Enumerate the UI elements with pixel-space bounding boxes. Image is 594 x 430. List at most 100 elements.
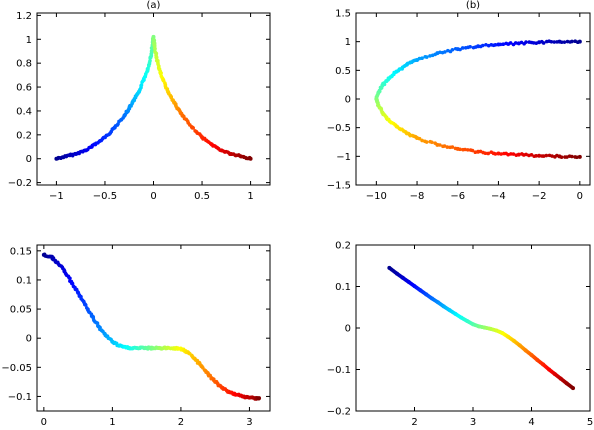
x-tick-label: −4: [491, 191, 506, 202]
data-point-interp: [450, 145, 455, 149]
data-point-interp: [470, 148, 475, 153]
data-point: [248, 156, 253, 161]
data-point-interp: [83, 303, 88, 307]
data-point-interp: [420, 56, 424, 60]
y-tick-label: −0.5: [327, 123, 351, 134]
x-tick-label: −6: [450, 191, 465, 202]
data-point-interp: [555, 40, 559, 44]
data-point-interp: [511, 42, 516, 47]
data-point-interp: [424, 140, 429, 144]
y-tick-label: 0.6: [16, 83, 32, 94]
data-point-interp: [463, 147, 467, 152]
data-point-interp: [486, 151, 491, 156]
y-tick-label: −0.05: [1, 363, 32, 374]
data-point-interp: [471, 45, 476, 50]
data-point-interp: [484, 42, 488, 47]
data-point-interp: [430, 53, 435, 58]
panel-c: 0 1 2 3 −0.1 −0.05 0 0.05 0.1 0.15: [1, 244, 271, 428]
y-tick-label: 0.8: [16, 59, 32, 70]
x-tick-label: −8: [410, 191, 425, 202]
data-point: [537, 153, 542, 158]
data-point-interp: [522, 41, 526, 46]
x-tick-label: 1: [247, 191, 253, 202]
x-tick-label: −1: [49, 191, 64, 202]
panel-b: −10 −8 −6 −4 −2 0 −1.5 −1 −0.5 0 0.5 1 1.5 (b): [327, 0, 591, 202]
data-point: [537, 40, 542, 45]
data-point: [577, 154, 582, 159]
x-tick-label: 4: [528, 417, 534, 428]
data-point-interp: [501, 42, 506, 47]
y-tick-label: −0.1: [327, 365, 351, 376]
panel-title: (a): [147, 0, 161, 11]
data-point-interp: [68, 276, 72, 281]
data-point: [496, 151, 501, 156]
data-point-interp: [139, 83, 144, 87]
x-tick-label: 1: [109, 417, 115, 428]
y-tick-label: 1: [345, 37, 351, 48]
data-point-interp: [499, 152, 503, 156]
data-points: [374, 39, 582, 160]
axes-frame: [355, 12, 591, 186]
data-point-interp: [453, 46, 458, 51]
data-point-interp: [423, 54, 428, 59]
data-points: [387, 265, 576, 391]
data-point-interp: [438, 143, 442, 147]
data-point-interp: [511, 152, 516, 156]
x-tick-label: 0.5: [194, 191, 210, 202]
y-tick-label: 0.5: [335, 66, 351, 77]
y-tick-label: 0: [345, 95, 351, 106]
data-points: [41, 252, 262, 401]
y-tick-label: 0.1: [16, 275, 32, 286]
data-point-interp: [527, 40, 532, 44]
y-tick-label: −1.5: [327, 181, 351, 192]
data-point-interp: [463, 45, 468, 50]
data-point-interp: [430, 140, 434, 145]
data-point-interp: [446, 48, 450, 53]
panel-title: (b): [466, 0, 480, 11]
y-tick-label: 0: [345, 324, 351, 335]
x-tick-label: 3: [470, 417, 476, 428]
data-point-interp: [465, 148, 470, 152]
data-point: [496, 42, 501, 47]
panel-a: −1 −0.5 0 0.5 1 −0.2 0 0.2 0.4 0.6 0.8 1 1.2 (a): [8, 0, 271, 202]
data-point-interp: [575, 155, 579, 160]
y-tick-label: 0.05: [10, 305, 32, 316]
data-point-interp: [565, 39, 570, 44]
x-tick-label: −2: [532, 191, 547, 202]
y-tick-label: 0.1: [335, 282, 351, 293]
data-point-interp: [458, 147, 462, 152]
data-point-interp: [573, 39, 578, 43]
panel-d: 2 3 4 5 −0.2 −0.1 0 0.1 0.2: [327, 241, 593, 429]
y-tick-label: 0.15: [10, 246, 32, 257]
data-point-interp: [442, 144, 447, 148]
data-point-interp: [417, 136, 422, 141]
x-tick-label: 2: [411, 417, 417, 428]
data-points: [54, 34, 253, 161]
y-tick-label: 0: [26, 154, 32, 165]
data-point-interp: [191, 126, 195, 130]
data-point-interp: [552, 40, 557, 44]
x-tick-label: −10: [366, 191, 387, 202]
y-tick-label: 1.2: [16, 11, 32, 22]
data-point-interp: [460, 46, 465, 50]
data-point-interp: [544, 153, 549, 158]
data-point: [257, 396, 262, 401]
x-tick-label: 0: [150, 191, 156, 202]
data-point-interp: [493, 152, 498, 156]
y-tick-label: −0.1: [8, 392, 32, 403]
data-point: [571, 386, 576, 391]
data-point-interp: [420, 138, 424, 143]
data-point-interp: [534, 154, 538, 158]
data-point-interp: [570, 154, 574, 159]
data-point-interp: [95, 321, 100, 326]
y-tick-label: 0.2: [16, 130, 32, 141]
data-point-interp: [486, 43, 491, 48]
x-tick-label: 5: [587, 417, 593, 428]
data-point-interp: [529, 152, 534, 157]
data-point-interp: [550, 154, 554, 158]
y-tick-label: −1: [336, 152, 351, 163]
data-point-interp: [562, 40, 567, 44]
data-point-interp: [154, 56, 159, 60]
x-tick-label: −0.5: [93, 191, 117, 202]
data-point-interp: [544, 39, 549, 44]
